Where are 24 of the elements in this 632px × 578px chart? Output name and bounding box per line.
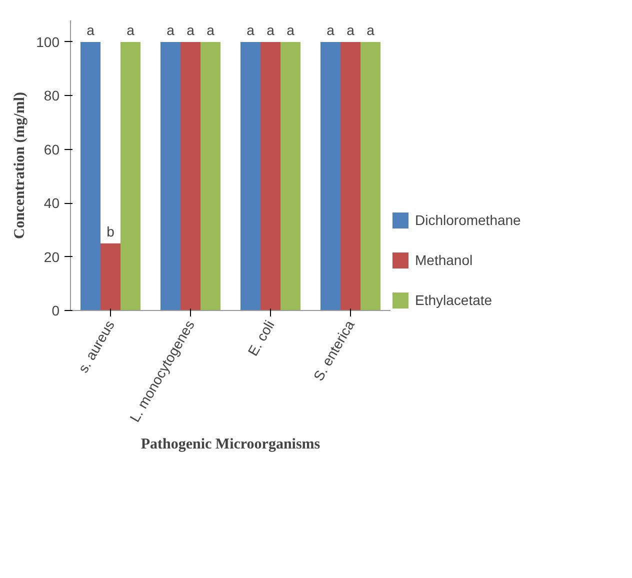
data-label: a	[186, 22, 195, 38]
data-label: a	[206, 22, 215, 38]
data-label: a	[286, 22, 295, 38]
data-label: a	[246, 22, 255, 38]
data-label: a	[86, 22, 95, 38]
y-tick-label: 60	[44, 141, 60, 158]
y-tick-label: 80	[44, 88, 60, 104]
data-label: a	[326, 22, 335, 38]
data-label: a	[346, 22, 355, 38]
data-label: b	[106, 223, 115, 240]
data-label: a	[266, 22, 275, 38]
y-tick-label: 0	[52, 302, 60, 318]
y-tick-label: 100	[36, 34, 60, 50]
legend-label: Dichloromethane	[415, 212, 521, 228]
data-label: a	[166, 22, 175, 38]
data-label: a	[126, 22, 135, 38]
data-label: a	[366, 22, 375, 38]
y-axis-title: Concentration (mg/ml)	[12, 92, 28, 240]
x-axis-title: Pathogenic Microorganisms	[140, 436, 320, 453]
y-tick-label: 20	[44, 248, 60, 265]
legend-label: Ethylacetate	[415, 292, 492, 308]
x-tick-label: E. coli	[244, 318, 278, 359]
y-tick-label: 40	[44, 195, 60, 212]
legend-label: Methanol	[415, 252, 473, 268]
